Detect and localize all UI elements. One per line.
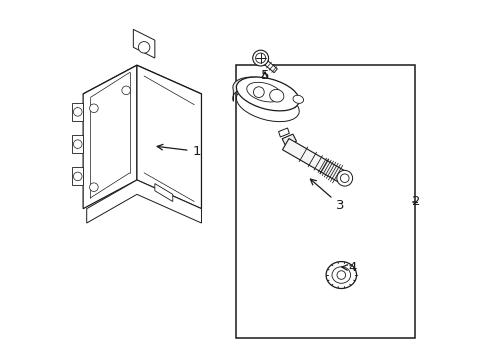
Text: 1: 1 [157,144,201,158]
Polygon shape [72,135,83,153]
Ellipse shape [236,88,299,122]
Polygon shape [72,103,83,121]
Ellipse shape [325,262,356,288]
Circle shape [89,104,98,113]
Bar [235,65,414,338]
Ellipse shape [246,82,281,102]
Circle shape [252,50,268,66]
Text: 4: 4 [341,261,356,274]
Circle shape [89,183,98,192]
Polygon shape [133,30,155,58]
Text: 3: 3 [310,179,344,212]
Polygon shape [137,65,201,209]
Polygon shape [282,139,347,184]
Polygon shape [83,65,137,209]
Ellipse shape [236,77,299,111]
Circle shape [336,170,352,186]
Polygon shape [282,134,296,146]
Circle shape [138,41,149,53]
Polygon shape [86,180,201,223]
Circle shape [122,86,130,95]
Polygon shape [155,184,172,202]
Circle shape [336,271,345,279]
Circle shape [73,172,82,181]
Polygon shape [72,167,83,185]
Polygon shape [278,128,289,137]
Circle shape [255,53,265,63]
Circle shape [73,140,82,148]
Polygon shape [259,56,277,73]
Ellipse shape [331,267,350,283]
Circle shape [253,87,264,98]
Ellipse shape [269,89,284,102]
Ellipse shape [292,95,303,103]
Text: 5: 5 [260,69,268,82]
Circle shape [340,174,348,183]
Polygon shape [232,77,294,108]
Circle shape [73,108,82,116]
Text: 2: 2 [411,195,420,208]
Polygon shape [83,65,201,123]
